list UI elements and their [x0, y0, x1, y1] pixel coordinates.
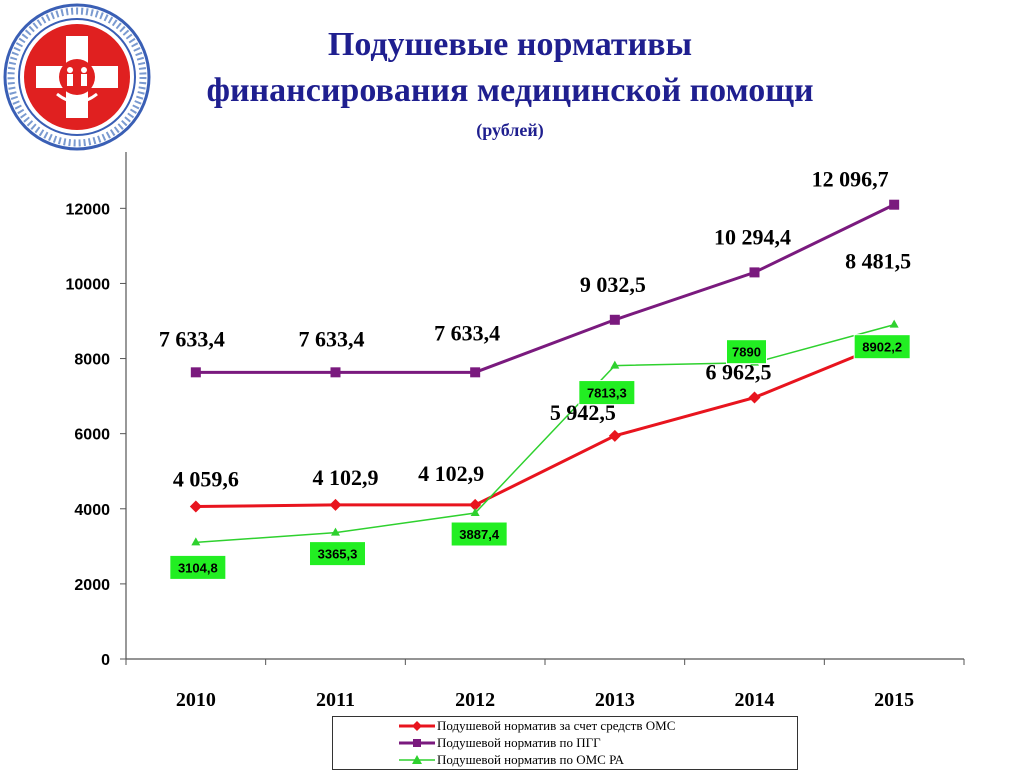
legend-entry-oms-ra: Подушевой норматив по ОМС РА: [333, 752, 797, 768]
data-point-diamond: [329, 498, 342, 511]
data-point-diamond: [469, 498, 482, 511]
data-point-square: [190, 367, 201, 378]
data-point-square: [609, 314, 620, 325]
data-point-triangle: [610, 360, 620, 369]
x-tick-label: 2015: [874, 689, 914, 711]
legend-label: Подушевой норматив по ПГГ: [437, 735, 601, 750]
data-label-pgg: 12 096,7: [812, 167, 889, 192]
data-label-oms: 4 102,9: [313, 465, 379, 490]
data-label-box-oms-ra: [450, 521, 508, 547]
data-point-square: [470, 367, 481, 378]
data-label-pgg: 7 633,4: [434, 320, 500, 345]
data-point-square: [330, 367, 341, 378]
legend-marker-diamond-icon: [399, 721, 435, 731]
series-line: [195, 339, 895, 509]
legend-marker-square-icon: [399, 739, 435, 747]
data-point-triangle: [470, 508, 480, 517]
y-tick-label: 10000: [66, 276, 111, 293]
page-title-line2: финансирования медицинской помощи: [206, 72, 814, 109]
data-point-triangle: [889, 319, 899, 328]
data-label-oms-ra: 8902,2: [862, 340, 902, 355]
data-label-box-oms-ra: [169, 554, 227, 580]
series-line: [195, 203, 895, 374]
data-label-box-oms-ra: [309, 541, 366, 567]
data-label-oms: 8 481,5: [845, 248, 911, 273]
data-label-pgg: 7 633,4: [299, 326, 365, 351]
data-point-triangle: [331, 527, 340, 536]
data-point-square: [749, 267, 760, 278]
line-chart: 0 2000 4000 6000 8000 10000 12000 2010 2011 2012 2…: [66, 152, 965, 711]
legend-marker-triangle-icon: [399, 755, 435, 764]
data-label-oms-ra: 3887,4: [459, 527, 500, 542]
y-tick-label: 8000: [74, 352, 110, 369]
data-point-diamond: [608, 429, 621, 442]
data-label-oms: 4 059,6: [173, 467, 239, 492]
x-tick-label: 2013: [595, 689, 635, 711]
data-label-oms-ra: 3104,8: [178, 560, 218, 575]
legend-label: Подушевой норматив за счет средств ОМС: [437, 718, 676, 733]
data-label-oms-ra: 7813,3: [587, 386, 627, 401]
data-point-diamond: [189, 500, 202, 513]
data-label-pgg: 10 294,4: [714, 224, 791, 249]
chart-legend: Подушевой норматив за счет средств ОМС П…: [332, 716, 798, 770]
data-label-box-oms-ra: [853, 334, 911, 360]
data-point-diamond: [748, 391, 761, 404]
data-point-triangle: [191, 537, 201, 546]
data-label-oms: 4 102,9: [418, 461, 484, 486]
data-label-box-oms-ra: [726, 339, 767, 365]
legend-entry-pgg: Подушевой норматив по ПГГ: [333, 735, 797, 751]
logo-emblem-icon: [3, 3, 151, 151]
data-label-pgg: 7 633,4: [159, 326, 225, 351]
data-label-box-oms-ra: [578, 380, 636, 406]
x-tick-label: 2011: [316, 689, 355, 711]
page-subtitle: (рублей): [476, 120, 544, 140]
data-label-oms-ra: 7890: [732, 345, 761, 360]
y-tick-label: 2000: [74, 577, 110, 594]
data-point-square: [889, 199, 900, 210]
x-tick-label: 2010: [176, 689, 216, 711]
page-title-line1: Подушевые нормативы: [327, 26, 693, 63]
y-tick-label: 6000: [74, 427, 110, 444]
y-tick-label: 0: [101, 652, 110, 669]
x-tick-label: 2012: [455, 689, 495, 711]
y-tick-label: 4000: [74, 502, 110, 519]
series-line: [195, 323, 895, 544]
x-tick-label: 2014: [735, 689, 775, 711]
legend-label: Подушевой норматив по ОМС РА: [437, 752, 625, 767]
legend-entry-oms: Подушевой норматив за счет средств ОМС: [333, 718, 797, 734]
y-tick-label: 12000: [66, 201, 111, 218]
data-label-pgg: 9 032,5: [580, 272, 646, 297]
data-label-oms-ra: 3365,3: [318, 547, 358, 562]
